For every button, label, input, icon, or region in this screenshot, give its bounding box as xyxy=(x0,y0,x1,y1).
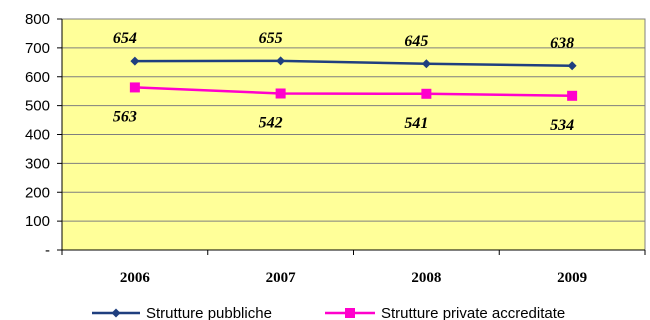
legend-item: Strutture pubbliche xyxy=(92,305,272,320)
y-tick-label: 700 xyxy=(25,40,50,57)
data-label: 563 xyxy=(113,108,137,125)
y-tick-label: 100 xyxy=(25,213,50,230)
x-tick-label: 2007 xyxy=(266,270,297,286)
legend-label: Strutture private accreditate xyxy=(381,305,565,320)
data-point xyxy=(275,88,286,99)
y-tick-label: 200 xyxy=(25,184,50,201)
y-tick-label: - xyxy=(45,242,50,259)
x-tick-label: 2009 xyxy=(557,270,587,286)
data-label: 645 xyxy=(404,33,428,50)
y-tick-label: 500 xyxy=(25,98,50,115)
series-line xyxy=(134,59,573,68)
legend: Strutture pubbliche Strutture private acc… xyxy=(92,305,565,320)
y-tick-label: 300 xyxy=(25,155,50,172)
data-label: 541 xyxy=(404,115,428,132)
data-point xyxy=(129,82,140,93)
y-tick-label: 800 xyxy=(25,11,50,28)
data-labels: 654 655 645 638 563 542 541 534 xyxy=(113,30,574,134)
legend-marker xyxy=(345,308,355,318)
y-tick-label: 400 xyxy=(25,127,50,144)
legend-marker xyxy=(111,308,121,318)
plot-area xyxy=(61,18,646,251)
series-layer xyxy=(129,56,578,101)
data-point xyxy=(421,88,432,99)
data-label: 638 xyxy=(550,35,574,52)
data-point xyxy=(276,56,286,66)
data-point xyxy=(567,90,578,101)
data-label: 655 xyxy=(259,30,283,47)
data-label: 534 xyxy=(550,117,574,134)
legend-label: Strutture pubbliche xyxy=(146,305,272,320)
data-point xyxy=(130,56,140,66)
y-tick-label: 600 xyxy=(25,69,50,86)
x-tick-label: 2008 xyxy=(411,270,441,286)
series-line xyxy=(134,86,573,98)
legend-item: Strutture private accreditate xyxy=(325,305,565,320)
data-label: 654 xyxy=(113,30,137,47)
x-tick-label: 2006 xyxy=(120,270,151,286)
data-label: 542 xyxy=(259,114,283,131)
data-point xyxy=(421,59,431,69)
axes: - 100 200 300 400 500 600 700 800 2006 2007 2008 200… xyxy=(25,11,646,286)
data-point xyxy=(567,61,577,71)
